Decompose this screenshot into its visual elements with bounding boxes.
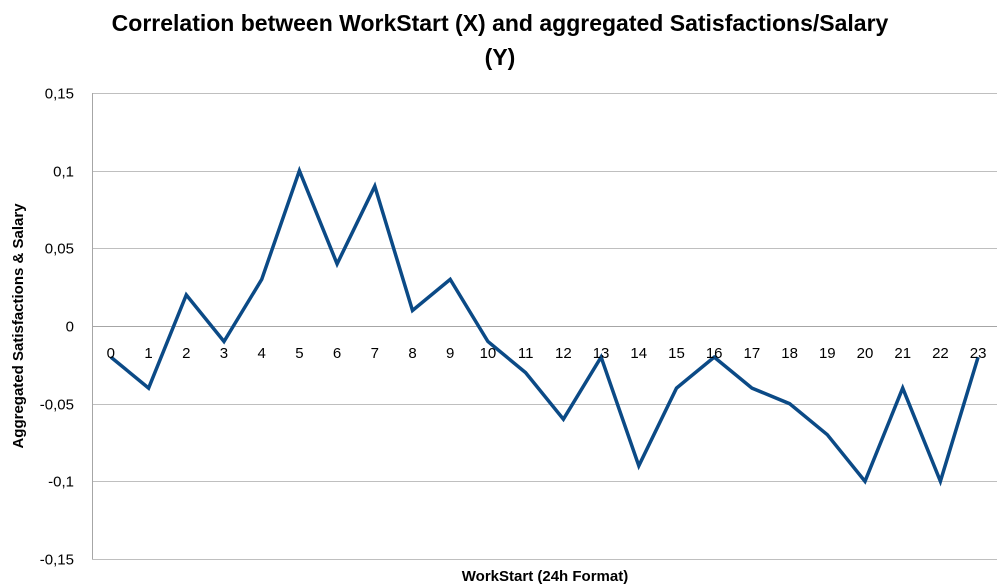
- x-tick-label: 14: [630, 345, 647, 362]
- series-line: [109, 165, 980, 487]
- x-tick-label: 18: [781, 345, 798, 362]
- x-tick-label: 7: [371, 345, 379, 362]
- x-tick-label: 23: [970, 345, 987, 362]
- x-tick-label: 17: [744, 345, 761, 362]
- x-tick-label: 8: [408, 345, 416, 362]
- x-tick-label: 20: [857, 345, 874, 362]
- x-tick-label: 3: [220, 345, 228, 362]
- x-tick-label: 21: [894, 345, 911, 362]
- y-tick-label: -0,15: [40, 552, 74, 569]
- y-tick-label: 0,15: [45, 86, 74, 103]
- x-axis-title: WorkStart (24h Format): [462, 568, 628, 585]
- x-tick-label: 0: [107, 345, 115, 362]
- axes: [92, 93, 997, 559]
- x-tick-label: 11: [518, 345, 534, 362]
- y-tick-label: 0,1: [53, 164, 74, 181]
- chart-title: Correlation between WorkStart (X) and ag…: [111, 10, 889, 70]
- y-tick-label: 0,05: [45, 241, 74, 258]
- y-tick-label: -0,05: [40, 397, 74, 414]
- x-tick-label: 22: [932, 345, 949, 362]
- x-tick-label: 16: [706, 345, 723, 362]
- x-tick-label: 19: [819, 345, 836, 362]
- tick-labels: 0,150,10,050-0,05-0,1-0,150 1 2 3 4 5 6 7 8 9 10 11…: [40, 86, 987, 569]
- x-tick-label: 6: [333, 345, 341, 362]
- x-tick-label: 13: [593, 345, 610, 362]
- x-tick-label: 10: [480, 345, 497, 362]
- y-axis-title: Aggregated Satisfactions & Salary: [10, 203, 27, 449]
- y-tick-label: 0: [66, 319, 74, 336]
- y-tick-label: -0,1: [48, 474, 74, 491]
- x-tick-label: 2: [182, 345, 190, 362]
- x-tick-label: 9: [446, 345, 454, 362]
- x-tick-label: 1: [144, 345, 152, 362]
- x-tick-label: 5: [295, 345, 303, 362]
- x-tick-label: 4: [258, 345, 266, 362]
- x-tick-label: 12: [555, 345, 572, 362]
- x-tick-label: 15: [668, 345, 685, 362]
- series-layer: [109, 165, 980, 487]
